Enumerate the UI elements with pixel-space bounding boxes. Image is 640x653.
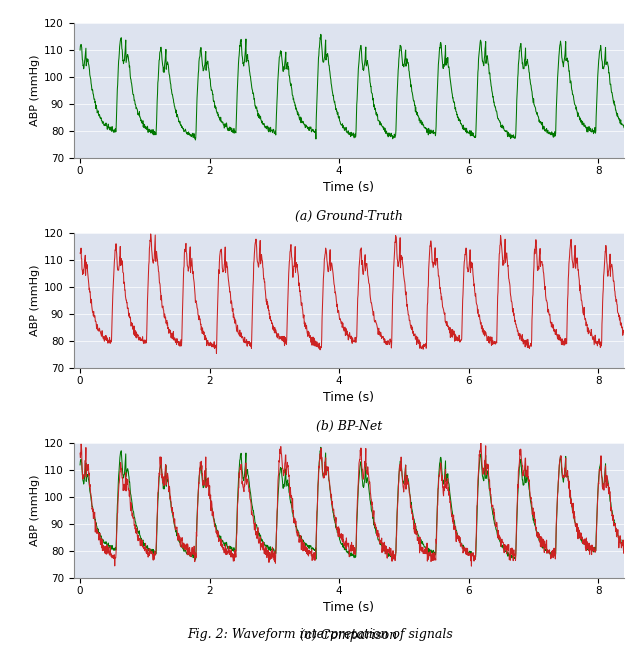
Y-axis label: ABP (mmHg): ABP (mmHg) bbox=[30, 55, 40, 126]
Text: (a) Ground-Truth: (a) Ground-Truth bbox=[295, 210, 403, 223]
X-axis label: Time (s): Time (s) bbox=[323, 601, 374, 614]
X-axis label: Time (s): Time (s) bbox=[323, 182, 374, 195]
Text: (c) Comparison: (c) Comparison bbox=[300, 629, 397, 643]
Y-axis label: ABP (mmHg): ABP (mmHg) bbox=[30, 475, 40, 546]
X-axis label: Time (s): Time (s) bbox=[323, 391, 374, 404]
Text: Fig. 2: Waveform interpretation of signals: Fig. 2: Waveform interpretation of signa… bbox=[187, 628, 453, 641]
Text: (b) BP-Net: (b) BP-Net bbox=[316, 419, 382, 432]
Y-axis label: ABP (mmHg): ABP (mmHg) bbox=[30, 264, 40, 336]
